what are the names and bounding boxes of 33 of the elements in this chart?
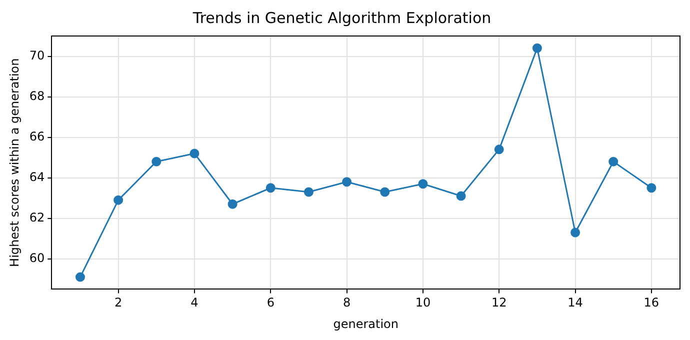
y-tick-label: 70 — [29, 48, 45, 62]
y-tick-label: 62 — [29, 210, 45, 224]
point — [266, 183, 276, 193]
point — [342, 177, 352, 187]
x-axis-title: generation — [333, 316, 398, 331]
point — [228, 199, 238, 209]
point — [75, 272, 85, 282]
x-tick-label: 2 — [114, 296, 122, 310]
x-tick-label: 14 — [568, 296, 583, 310]
y-axis-title: Highest scores within a generation — [7, 58, 22, 267]
point — [114, 195, 124, 205]
point — [532, 43, 542, 53]
point — [646, 183, 656, 193]
x-tick-label: 16 — [644, 296, 660, 310]
point — [152, 156, 162, 166]
y-tick-label: 64 — [29, 170, 45, 184]
x-tick-label: 10 — [415, 296, 431, 310]
point — [380, 187, 390, 197]
point — [494, 144, 504, 154]
y-tick-label: 68 — [29, 88, 45, 103]
point — [418, 179, 428, 189]
point — [456, 191, 466, 201]
y-tick-label: 60 — [29, 250, 45, 265]
x-tick-label: 4 — [190, 296, 198, 310]
chart-title: Trends in Genetic Algorithm Exploration — [192, 8, 492, 27]
point — [608, 156, 618, 166]
point — [190, 148, 200, 158]
x-tick-label: 12 — [491, 296, 507, 310]
point — [304, 187, 314, 197]
x-tick-label: 8 — [342, 296, 351, 310]
x-tick-label: 6 — [266, 296, 274, 310]
point — [570, 228, 580, 238]
y-tick-label: 66 — [29, 129, 45, 144]
